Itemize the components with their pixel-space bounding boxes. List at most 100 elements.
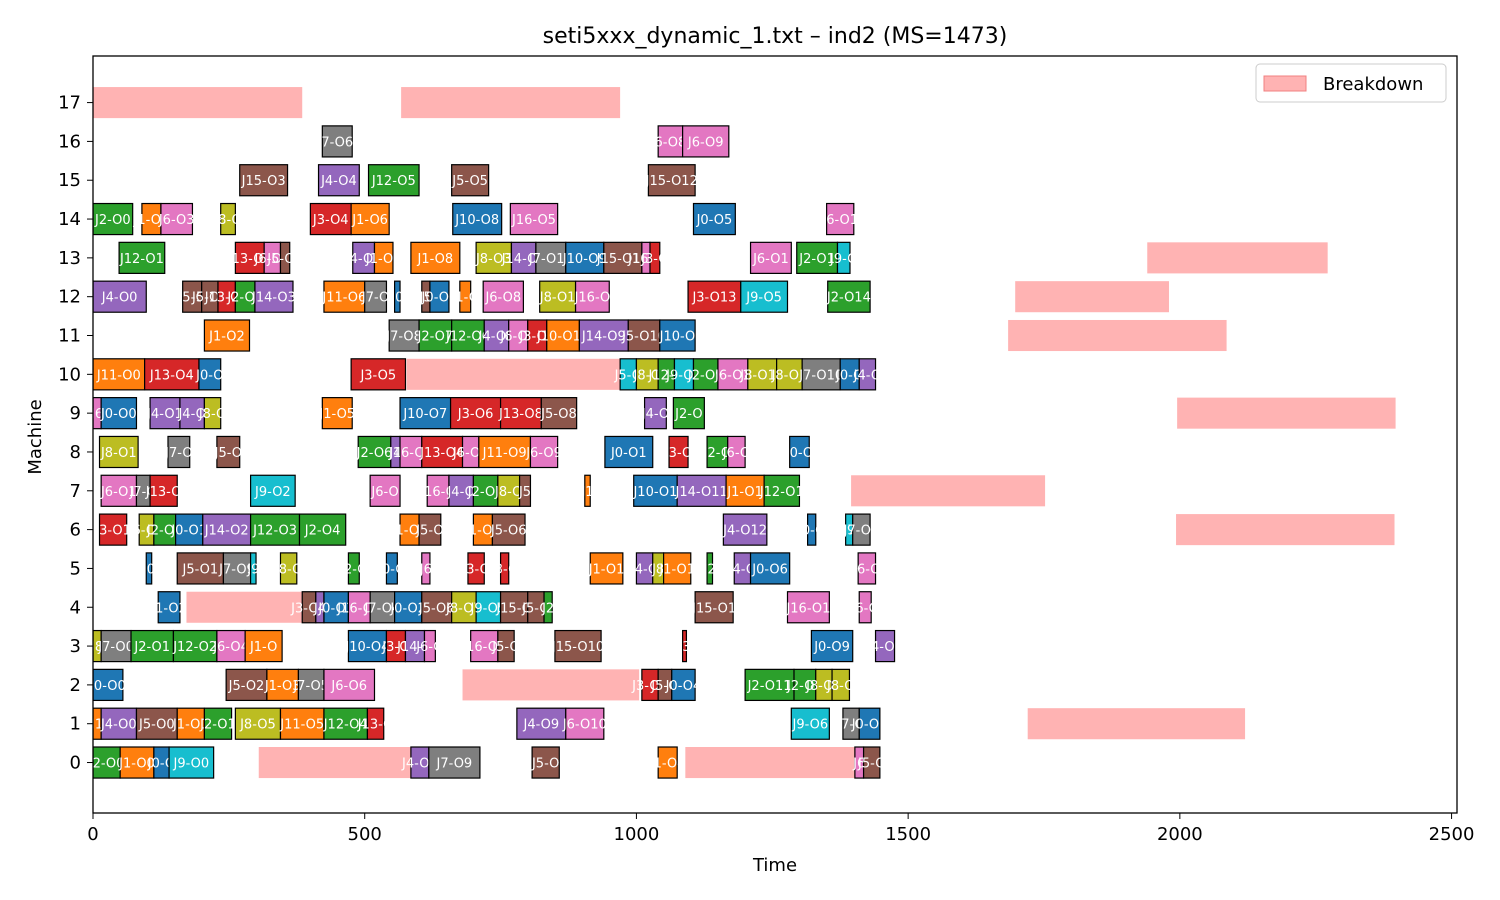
operation-label: J1-O3 [264,679,301,694]
operation-label: J7-O5 [292,679,329,694]
operation-bar [483,319,510,352]
operation-label: J16-O1 [785,601,830,616]
operation-label: J1-O1 [726,485,763,500]
operation-bar [744,668,795,702]
operation-bar [672,397,705,430]
y-tick-label: 9 [70,403,81,424]
operation-label: J7-O11 [528,252,573,267]
operation-bar [589,552,624,585]
operation-label: J8-O [494,485,522,500]
operation-bar [172,629,218,663]
operation-label: J0-O0 [89,679,126,694]
operation-bar [475,241,513,274]
operation-label: J4-O8 [478,330,515,345]
operation-label: J2-O [674,407,702,422]
operation-label: J7-O [164,446,192,461]
operation-label: J2-O9 [687,368,724,383]
operation-label: J7-O8 [843,524,880,539]
operation-label: J4-O [728,562,756,577]
operation-label: J8-O12 [739,368,784,383]
operation-bar [130,629,175,663]
operation-label: J6-O1 [752,252,789,267]
operation-bar [298,513,347,546]
operation-bar [100,629,132,663]
operation-label: J14-O7 [501,252,546,267]
operation-label: J0-O1 [610,446,647,461]
operation-bar [100,474,138,507]
operation-bar [499,397,542,430]
operation-bar [394,280,401,313]
operation-label: J13-O4 [149,368,194,383]
operation-label: J8-O7 [445,601,482,616]
operation-label: J3-O6 [457,407,494,422]
operation-label: J2-O1 [133,640,170,655]
operation-label: J4-O12 [722,524,767,539]
operation-label: J0-O5 [696,213,733,228]
operation-label: J1-O1 [658,562,695,577]
operation-label: J16-O [419,485,456,500]
operation-label: J2-O1 [786,679,823,694]
operation-label: J15-O12 [645,174,698,189]
operation-bar [364,280,388,313]
operation-bar [659,319,696,352]
operation-label: J13-O [357,718,394,733]
operation-bar [657,746,678,779]
breakdown-bar [1008,319,1227,352]
operation-label: J10-O4 [344,640,389,655]
operation-bar [543,591,553,624]
operation-label: J7-O [361,291,389,306]
operation-label: J8-O3 [475,252,512,267]
operation-bar [93,358,146,391]
operation-label: J0-O1 [170,524,207,539]
operation-bar [347,552,360,585]
operation-bar [93,280,147,313]
x-tick-label: 2000 [1157,824,1203,845]
operation-bar [540,397,578,430]
operation-label: J6-O [851,601,879,616]
operation-bar [725,474,765,507]
operation-bar [297,668,325,702]
operation-bar [565,241,605,274]
operation-bar [831,668,851,702]
operation-bar [858,358,877,391]
operation-bar [668,435,689,469]
y-tick-label: 16 [58,131,81,152]
operation-label: J8-O5 [239,718,276,733]
operation-label: J1-O [249,640,277,655]
breakdown-bar [1176,514,1395,546]
operation-label: J1-O1 [588,562,625,577]
operation-bar [222,552,252,585]
operation-bar [451,319,485,352]
breakdown-bar [1027,708,1246,740]
operation-label: J5-O [491,640,519,655]
operation-label: J2-O [703,446,731,461]
operation-bar [149,397,181,430]
operation-bar [249,552,257,585]
operation-label: J0-O6 [421,291,458,306]
operation-label: J6 [90,407,103,422]
operation-bar [682,125,730,158]
operation-label: J3 [677,640,690,655]
operation-label: J4-O5 [345,252,382,267]
operation-label: J2-O1 [199,718,236,733]
operation-label: J5 [518,485,531,500]
operation-bar [643,397,667,430]
operation-label: J9-O5 [470,601,507,616]
x-tick-label: 500 [348,824,382,845]
operation-label: J3-O [381,640,409,655]
operation-bar [448,474,474,507]
operation-label: J14-O3 [251,291,296,306]
operation-label: J15-O3 [241,174,286,189]
operation-label: J5-O8 [540,407,577,422]
operation-label: J3-O4 [312,213,349,228]
operation-label: J6-O8 [499,330,536,345]
operation-label: J12-O6 [445,330,490,345]
operation-bar [790,707,830,740]
operation-label: J6-O9 [525,446,562,461]
y-tick-label: 1 [70,714,81,735]
operation-label: J2-O2 [146,524,183,539]
legend-swatch-breakdown [1263,75,1307,92]
operation-label: J6-O [722,446,750,461]
operation-label: J2-O7 [467,485,504,500]
y-tick-label: 12 [58,287,81,308]
